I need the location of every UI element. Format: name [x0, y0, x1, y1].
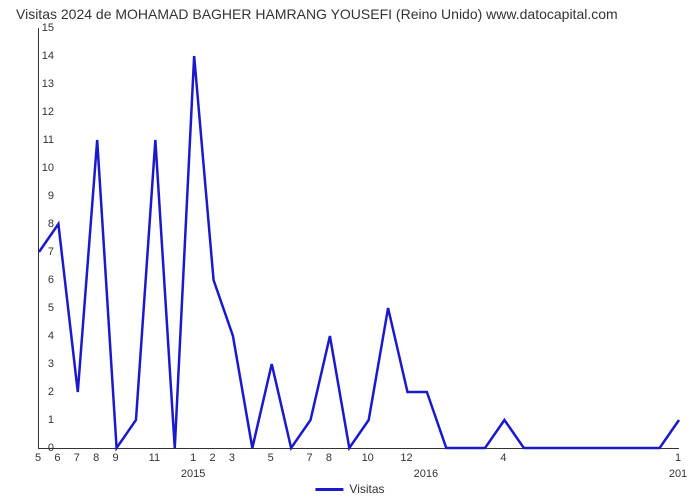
- legend: Visitas: [315, 482, 384, 496]
- chart-title: Visitas 2024 de MOHAMAD BAGHER HAMRANG Y…: [16, 6, 618, 22]
- legend-swatch: [315, 488, 343, 491]
- y-tick-label: 15: [34, 22, 54, 34]
- x-tick-label: 7: [74, 452, 80, 464]
- x-tick-label: 8: [326, 452, 332, 464]
- plot-area: [38, 28, 679, 449]
- y-tick-label: 3: [34, 358, 54, 370]
- x-tick-label: 11: [149, 452, 160, 464]
- x-tick-label: 10: [362, 452, 374, 464]
- x-tick-major-label: 2015: [181, 468, 205, 480]
- y-tick-label: 5: [34, 302, 54, 314]
- y-tick-label: 13: [34, 78, 54, 90]
- x-tick-label: 1: [675, 452, 681, 464]
- y-tick-label: 10: [34, 162, 54, 174]
- y-tick-label: 8: [34, 218, 54, 230]
- data-line: [39, 28, 679, 448]
- x-tick-label: 3: [229, 452, 235, 464]
- x-tick-major-label: 201: [669, 468, 687, 480]
- x-tick-label: 12: [400, 452, 412, 464]
- y-tick-label: 6: [34, 274, 54, 286]
- x-tick-label: 2: [209, 452, 215, 464]
- x-tick-label: 8: [93, 452, 99, 464]
- x-tick-label: 7: [306, 452, 312, 464]
- chart-container: Visitas 2024 de MOHAMAD BAGHER HAMRANG Y…: [0, 0, 700, 500]
- y-tick-label: 9: [34, 190, 54, 202]
- y-tick-label: 11: [34, 134, 54, 146]
- legend-label: Visitas: [349, 482, 384, 496]
- y-tick-label: 7: [34, 246, 54, 258]
- x-tick-label: 5: [35, 452, 41, 464]
- x-tick-label: 5: [268, 452, 274, 464]
- y-tick-label: 4: [34, 330, 54, 342]
- y-tick-label: 12: [34, 106, 54, 118]
- x-tick-label: 4: [500, 452, 506, 464]
- y-tick-label: 14: [34, 50, 54, 62]
- x-tick-label: 6: [54, 452, 60, 464]
- x-tick-label: 1: [190, 452, 196, 464]
- x-tick-major-label: 2016: [414, 468, 438, 480]
- x-tick-label: 9: [113, 452, 119, 464]
- y-tick-label: 1: [34, 414, 54, 426]
- y-tick-label: 2: [34, 386, 54, 398]
